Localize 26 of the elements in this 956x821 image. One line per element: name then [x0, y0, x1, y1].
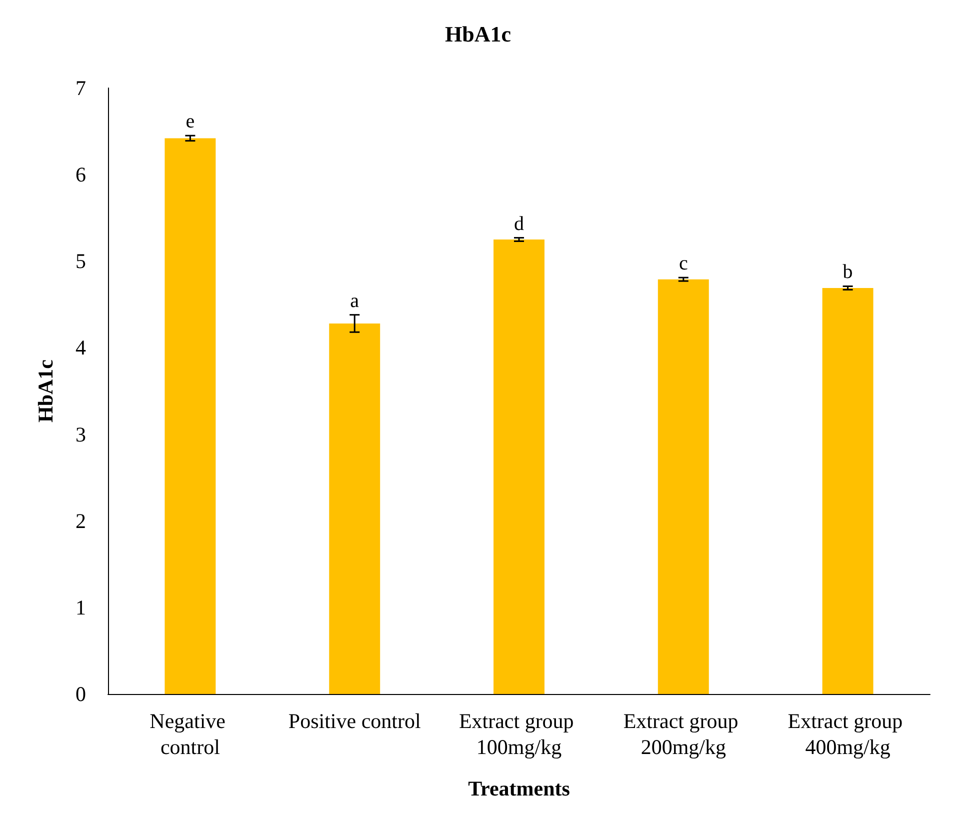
y-tick-label: 3 [76, 422, 86, 446]
bar [164, 138, 216, 694]
bar [822, 288, 874, 694]
y-axis-title: HbA1c [34, 360, 58, 422]
y-tick-label: 7 [76, 76, 86, 100]
y-tick-label: 4 [76, 336, 86, 360]
chart-title: HbA1c [445, 22, 512, 46]
bar [329, 323, 380, 694]
x-tick-label: Positive control [288, 709, 421, 733]
annotation: c [678, 252, 688, 275]
x-axis-title: Treatments [468, 776, 570, 800]
x-tick-label: Extract group 200mg/kg [623, 709, 744, 759]
annotation: a [350, 290, 360, 312]
bar [658, 279, 709, 694]
annotation: e [186, 110, 195, 133]
annotation: b [842, 261, 853, 284]
y-tick-label: 5 [76, 249, 86, 274]
bar [494, 240, 544, 694]
x-tick-label: Negative control [150, 709, 231, 759]
y-tick-label: 0 [76, 682, 86, 706]
x-tick-label: Extract group 400mg/kg [788, 709, 908, 759]
y-tick-label: 6 [76, 162, 86, 187]
y-tick-label: 2 [76, 508, 86, 533]
x-tick-label: Extract group 100mg/kg [458, 709, 580, 759]
y-tick-label: 1 [76, 595, 86, 620]
annotation: d [514, 212, 524, 235]
